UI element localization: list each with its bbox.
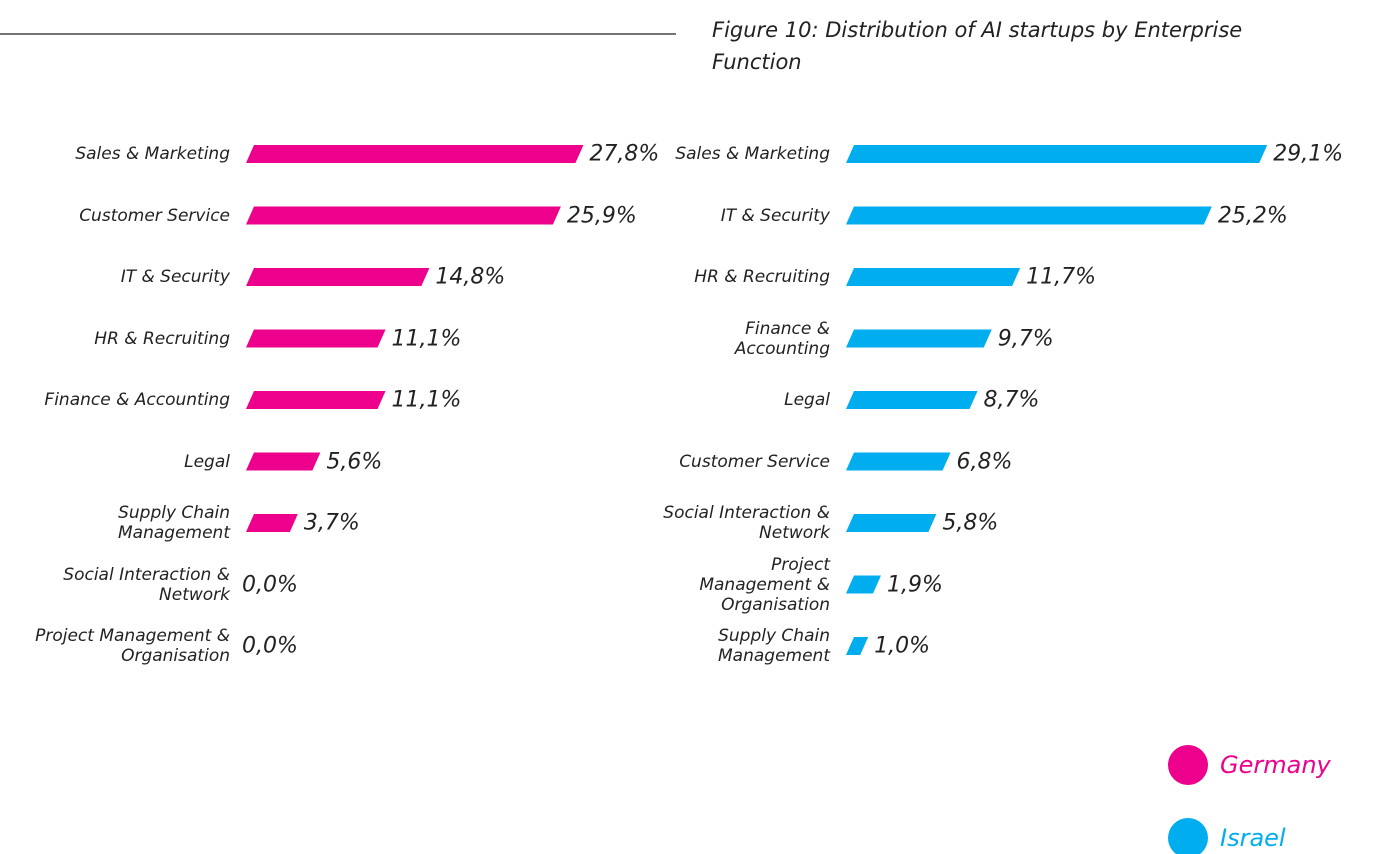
legend-label: Germany xyxy=(1220,751,1331,779)
bar xyxy=(246,206,561,225)
bar xyxy=(846,206,1212,225)
value-label: 9,7% xyxy=(997,326,1054,351)
category-label: IT & Security xyxy=(720,205,830,226)
category-label: Project Management & Organisation xyxy=(35,626,230,666)
category-label: Sales & Marketing xyxy=(675,144,830,164)
bar xyxy=(846,637,869,655)
bar xyxy=(846,391,978,409)
bar xyxy=(246,514,298,532)
value-label: 5,8% xyxy=(942,510,999,536)
category-label: Customer Service xyxy=(679,451,830,472)
legend-swatch xyxy=(1168,818,1208,854)
bar xyxy=(846,145,1268,163)
value-label: 29,1% xyxy=(1273,141,1344,167)
category-label: Legal xyxy=(184,451,230,472)
value-label: 25,2% xyxy=(1217,203,1288,228)
bar xyxy=(246,268,430,286)
bar xyxy=(246,391,386,409)
category-label: Sales & Marketing xyxy=(75,144,230,164)
value-label: 14,8% xyxy=(435,264,506,290)
bar xyxy=(846,575,881,594)
category-label: Project Management & Organisation xyxy=(699,554,830,615)
category-label: HR & Recruiting xyxy=(694,267,830,287)
value-label: 27,8% xyxy=(589,141,660,167)
value-label: 6,8% xyxy=(956,449,1013,474)
category-label: Supply Chain Management xyxy=(718,626,830,666)
chart-title: Figure 10: Distribution of AI startups b… xyxy=(712,18,1243,74)
value-label: 11,1% xyxy=(391,326,462,351)
value-label: 0,0% xyxy=(242,633,298,659)
bar xyxy=(846,514,937,532)
category-label: IT & Security xyxy=(120,267,230,287)
bar xyxy=(846,452,951,471)
category-label: Finance & Accounting xyxy=(734,318,830,359)
bar xyxy=(846,329,992,348)
legend-swatch xyxy=(1168,745,1208,785)
category-label: HR & Recruiting xyxy=(94,328,230,349)
value-label: 1,0% xyxy=(874,633,931,659)
value-label: 3,7% xyxy=(303,510,360,536)
bar xyxy=(846,268,1021,286)
value-label: 11,1% xyxy=(391,387,462,413)
bar xyxy=(246,452,321,471)
category-label: Social Interaction & Network xyxy=(663,503,830,543)
value-label: 11,7% xyxy=(1026,264,1097,290)
value-label: 1,9% xyxy=(886,572,943,597)
value-label: 8,7% xyxy=(983,387,1040,413)
value-label: 5,6% xyxy=(326,449,383,474)
category-label: Legal xyxy=(784,390,830,410)
legend-label: Israel xyxy=(1220,824,1286,852)
bar xyxy=(246,329,386,348)
category-label: Customer Service xyxy=(79,205,230,226)
bar xyxy=(246,145,584,163)
value-label: 25,9% xyxy=(566,203,637,228)
category-label: Social Interaction & Network xyxy=(63,564,230,605)
value-label: 0,0% xyxy=(242,572,298,597)
category-label: Finance & Accounting xyxy=(44,390,230,410)
category-label: Supply Chain Management xyxy=(118,503,230,543)
